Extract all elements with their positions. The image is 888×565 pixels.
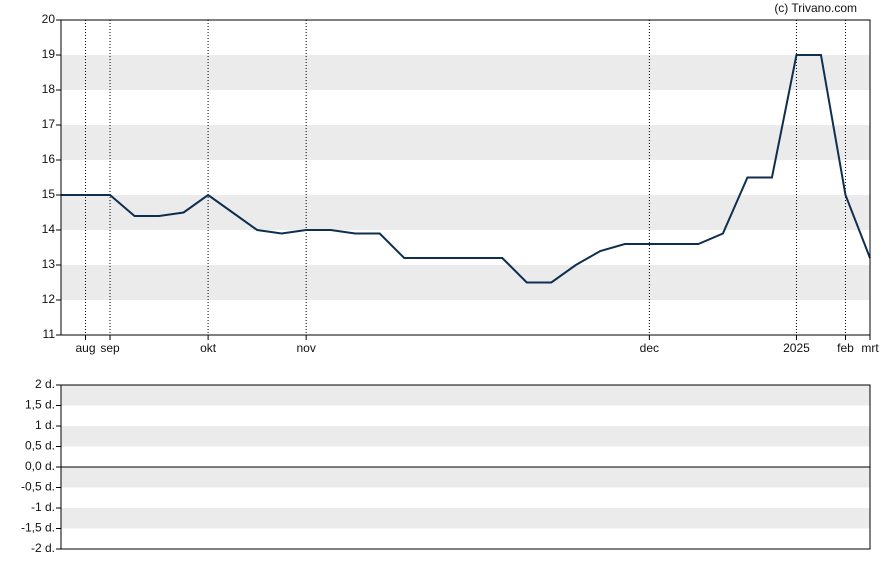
grid-band — [61, 385, 870, 406]
grid-band — [61, 467, 870, 488]
x-tick-label: nov — [296, 341, 315, 355]
y-tick-label: 16 — [42, 152, 56, 166]
y-tick-label: -1,5 d. — [21, 521, 55, 535]
y-tick-label: -0,5 d. — [21, 480, 55, 494]
credit: (c) Trivano.com — [774, 1, 857, 15]
y-tick-label: 2 d. — [35, 377, 55, 391]
plot-frame — [60, 19, 871, 336]
y-tick-label: 1 d. — [35, 418, 55, 432]
y-tick-label: 11 — [43, 327, 56, 341]
y-tick-label: 0,0 d. — [25, 459, 55, 473]
x-tick-label: aug — [75, 341, 95, 355]
y-tick-label: 14 — [42, 222, 56, 236]
grid-band — [61, 55, 870, 90]
x-tick-label: sep — [100, 341, 120, 355]
y-tick-label: 1,5 d. — [25, 398, 55, 412]
grid-band — [61, 426, 870, 447]
grid-band — [61, 125, 870, 160]
grid-band — [61, 195, 870, 230]
price-line — [61, 54, 871, 284]
grid-band — [61, 508, 870, 529]
y-tick-label: 13 — [42, 257, 56, 271]
y-tick-label: -2 d. — [31, 541, 55, 555]
y-tick-label: 15 — [42, 187, 56, 201]
plot-frame — [60, 384, 871, 550]
x-tick-label: dec — [640, 341, 659, 355]
y-tick-label: 12 — [42, 292, 56, 306]
x-tick-label: okt — [200, 341, 217, 355]
y-tick-label: 19 — [42, 47, 56, 61]
y-tick-label: 20 — [42, 12, 56, 26]
y-tick-label: 0,5 d. — [25, 439, 55, 453]
y-tick-label: 17 — [42, 117, 56, 131]
grid-band — [61, 265, 870, 300]
y-tick-label: -1 d. — [31, 500, 55, 514]
x-tick-label: feb — [837, 341, 854, 355]
x-tick-label: 2025 — [783, 341, 810, 355]
y-tick-label: 18 — [42, 82, 56, 96]
x-tick-label: mrt — [861, 341, 879, 355]
